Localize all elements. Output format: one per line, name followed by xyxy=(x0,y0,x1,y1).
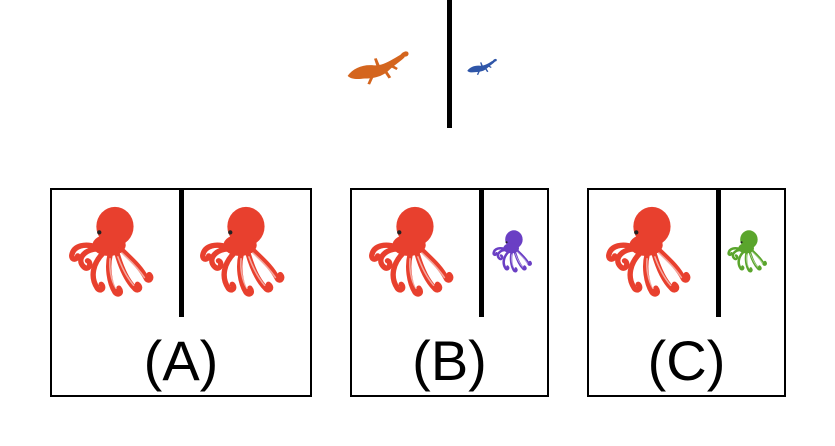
octopus-icon xyxy=(490,228,536,274)
prompt-divider xyxy=(447,0,452,128)
octopus-icon xyxy=(364,202,462,300)
octopus-icon xyxy=(601,202,699,300)
prompt-left-item xyxy=(345,44,411,92)
option-b[interactable]: (B) xyxy=(350,188,549,397)
prompt-right-item xyxy=(466,54,498,80)
option-divider xyxy=(179,190,184,317)
option-label: (C) xyxy=(647,329,726,392)
lizard-icon xyxy=(466,54,498,80)
option-divider xyxy=(479,190,484,317)
option-c[interactable]: (C) xyxy=(587,188,786,397)
octopus-icon xyxy=(64,202,162,300)
octopus-icon xyxy=(725,228,771,274)
octopus-icon xyxy=(195,202,293,300)
option-divider xyxy=(716,190,721,317)
option-a[interactable]: (A) xyxy=(50,188,312,397)
lizard-icon xyxy=(345,44,411,92)
option-label: (A) xyxy=(143,329,219,392)
option-label: (B) xyxy=(412,329,487,392)
